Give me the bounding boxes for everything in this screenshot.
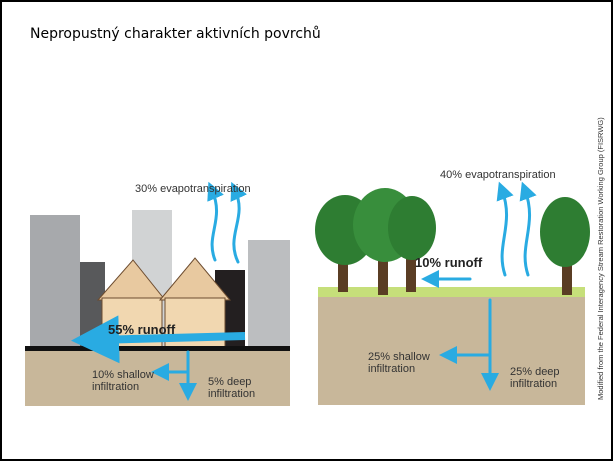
road	[25, 346, 290, 351]
building	[30, 215, 80, 350]
runoff-label: 10% runoff	[415, 255, 483, 270]
credit: Modified from the Federal Interagency St…	[596, 117, 605, 400]
building	[248, 240, 290, 350]
tree-crown	[388, 196, 436, 260]
tree-crown	[540, 197, 590, 267]
grass	[318, 287, 585, 297]
slide: Nepropustný charakter aktivních povrchů …	[0, 0, 613, 461]
title: Nepropustný charakter aktivních povrchů	[30, 26, 321, 42]
evap-label: 30% evapotranspiration	[135, 183, 251, 195]
runoff-label: 55% runoff	[108, 322, 176, 337]
evap-label: 40% evapotranspiration	[440, 169, 556, 181]
